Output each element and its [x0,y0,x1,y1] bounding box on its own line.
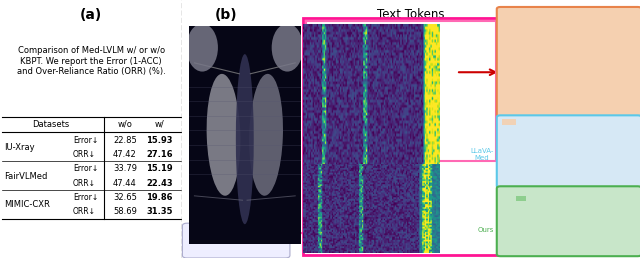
Text: Cardiomediastinal
contours are normal.
Lungs are well expanded
and grossly clear: Cardiomediastinal contours are normal. L… [503,10,586,37]
FancyBboxPatch shape [497,115,640,188]
Text: w/
KBPT: w/ KBPT [278,191,299,211]
Text: ORR↓: ORR↓ [73,179,96,188]
Text: 22.43: 22.43 [147,179,173,188]
Text: (b): (b) [214,8,237,22]
Text: ORR↓: ORR↓ [73,207,96,216]
Text: FairVLMed: FairVLMed [4,172,47,181]
Text: 33.79: 33.79 [113,165,137,173]
Text: 22.85: 22.85 [113,136,137,145]
Text: IU-Xray: IU-Xray [4,143,35,152]
Text: , the chest X-ray image
shows focal infiltrate in
the right side of the
lung. It: , the chest X-ray image shows focal infi… [503,119,594,174]
Text: MIMIC-CXR: MIMIC-CXR [4,200,49,209]
Text: Datasets: Datasets [33,120,70,129]
Text: Question: Question [208,250,239,256]
Ellipse shape [207,74,241,196]
FancyBboxPatch shape [182,223,290,258]
Text: Comparison of Med-LVLM w/ or w/o
KBPT. We report the Error (1-ACC)
and Over-Reli: Comparison of Med-LVLM w/ or w/o KBPT. W… [17,46,166,76]
Text: 15.19: 15.19 [147,165,173,173]
Text: Refe
rence: Refe rence [521,17,541,30]
Text: 31.35: 31.35 [147,207,173,216]
FancyBboxPatch shape [502,54,636,114]
Text: Error↓: Error↓ [73,136,98,145]
Ellipse shape [249,74,283,196]
FancyBboxPatch shape [516,196,525,201]
Text: 47.42: 47.42 [113,150,137,159]
Text: Text Tokens: Text Tokens [378,8,445,21]
Text: w/: w/ [155,120,164,129]
Text: ✕: ✕ [621,174,630,184]
Text: LLaVA-
Med: LLaVA- Med [470,148,493,161]
Text: 47.44: 47.44 [113,179,137,188]
Text: 🗎: 🗎 [505,17,511,27]
Text: Ours: Ours [477,227,493,233]
Text: 58.69: 58.69 [113,207,137,216]
Text: Error↓: Error↓ [73,193,98,202]
Text: ?: ? [193,235,200,248]
FancyBboxPatch shape [502,119,516,125]
FancyBboxPatch shape [497,7,640,117]
Text: (a): (a) [80,8,102,22]
Text: 15.93: 15.93 [147,136,173,145]
Text: Yes: Yes [503,119,515,125]
Text: Error↓: Error↓ [73,165,98,173]
Ellipse shape [271,24,303,71]
Text: ORR↓: ORR↓ [73,150,96,159]
Ellipse shape [186,24,218,71]
Ellipse shape [236,54,253,224]
Text: w/o
KBPT: w/o KBPT [278,55,299,74]
Text: 19.86: 19.86 [147,193,173,202]
Text: ✓: ✓ [620,240,630,253]
Text: There
is infiltrate on the
right side of the lungs.: There is infiltrate on the right side of… [503,55,579,76]
Text: 32.65: 32.65 [113,193,137,202]
Text: ⊗: ⊗ [620,172,630,185]
Text: w/o: w/o [118,120,132,129]
Text: Is there any focal
infiltrate present?: Is there any focal infiltrate present? [191,234,256,247]
Text: 27.16: 27.16 [147,150,173,159]
Text: No, there is no focal
infiltrate present in the
chest X-ray.: No, there is no focal infiltrate present… [531,190,608,211]
FancyBboxPatch shape [497,186,640,256]
